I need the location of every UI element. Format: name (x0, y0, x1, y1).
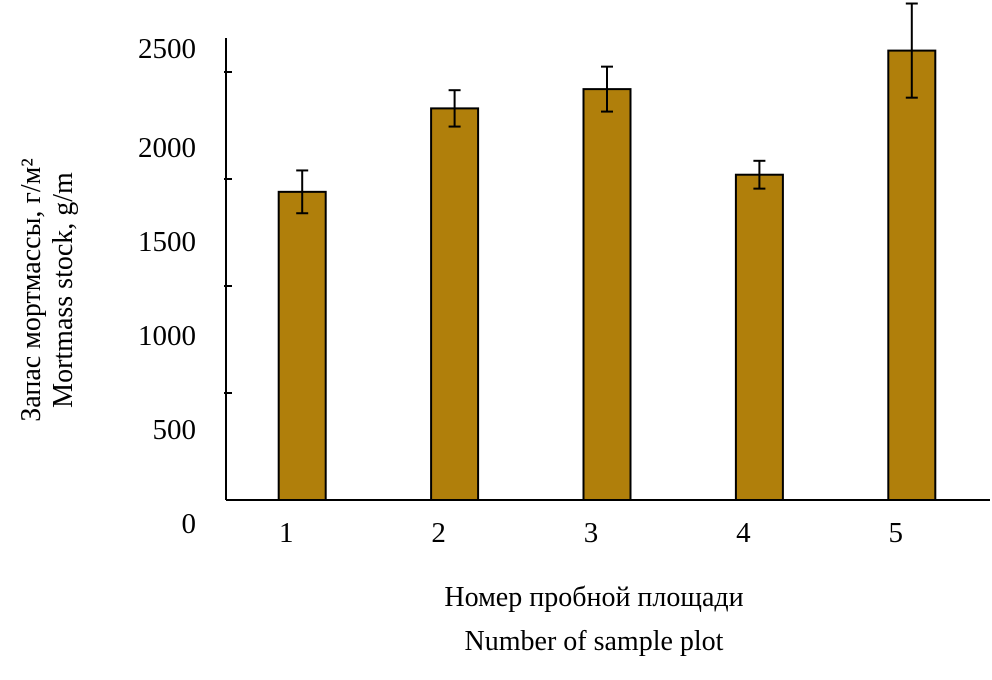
y-tick-label: 500 (153, 414, 197, 446)
x-axis-tick-labels: 1 2 3 4 5 (279, 517, 903, 549)
error-bar-3 (601, 65, 613, 113)
y-axis-title-line-1: Запас мортмассы, г/м² (16, 158, 47, 422)
x-axis-title-line-2: Number of sample plot (465, 626, 724, 657)
y-tick-label: 1000 (138, 320, 196, 352)
bar-5 (887, 49, 937, 501)
bar-3 (582, 88, 632, 502)
x-tick-label: 3 (584, 517, 599, 549)
x-axis-title-line-1: Номер пробной площади (444, 582, 743, 613)
error-bar-4 (753, 159, 766, 190)
y-tick-label: 0 (182, 508, 197, 540)
bar-4 (734, 173, 784, 501)
y-tick-label: 2500 (138, 33, 196, 65)
error-bar-5 (905, 2, 918, 99)
x-tick-label: 4 (736, 517, 751, 549)
y-tick-label: 2000 (138, 132, 196, 164)
x-tick-label: 1 (279, 517, 294, 549)
y-tick-label: 1500 (138, 226, 196, 258)
y-axis-tick-labels: 0 500 1000 1500 2000 2500 (138, 33, 196, 540)
y-axis-title-line-2: Mortmass stock, g/m (48, 172, 79, 408)
x-tick-label: 5 (889, 517, 904, 549)
bar-2 (430, 107, 480, 501)
error-bar-1 (296, 169, 309, 215)
x-tick-label: 2 (431, 517, 446, 549)
error-bars-group (296, 2, 918, 215)
error-bar-2 (448, 89, 461, 128)
bars-group (277, 49, 937, 502)
bar-1 (277, 190, 327, 501)
